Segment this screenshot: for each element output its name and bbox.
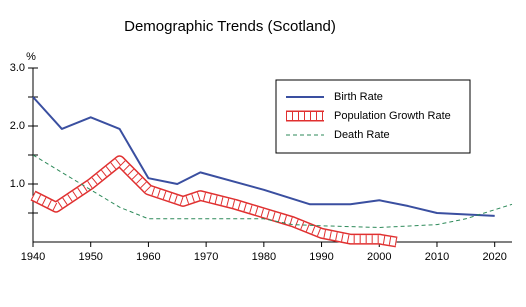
legend-label: Death Rate [334,129,390,141]
y-tick-label: 1.0 [10,178,25,190]
x-tick-label: 2020 [482,251,506,263]
series-line [32,154,513,228]
y-axis-label: % [26,51,36,63]
x-tick-label: 1940 [21,251,45,263]
y-tick-label: 3.0 [10,62,25,74]
x-tick-label: 1980 [252,251,276,263]
x-tick-label: 1990 [309,251,333,263]
series-line [32,96,495,217]
x-tick-label: 1950 [78,251,102,263]
x-tick-label: 1970 [194,251,218,263]
x-tick-label: 1960 [136,251,160,263]
x-tick-label: 2010 [425,251,449,263]
legend-label: Birth Rate [334,91,383,103]
y-tick-label: 2.0 [10,120,25,132]
series-band-inner [31,156,398,246]
chart-title: Demographic Trends (Scotland) [124,18,336,35]
x-tick-label: 2000 [367,251,391,263]
legend-label: Population Growth Rate [334,110,451,122]
